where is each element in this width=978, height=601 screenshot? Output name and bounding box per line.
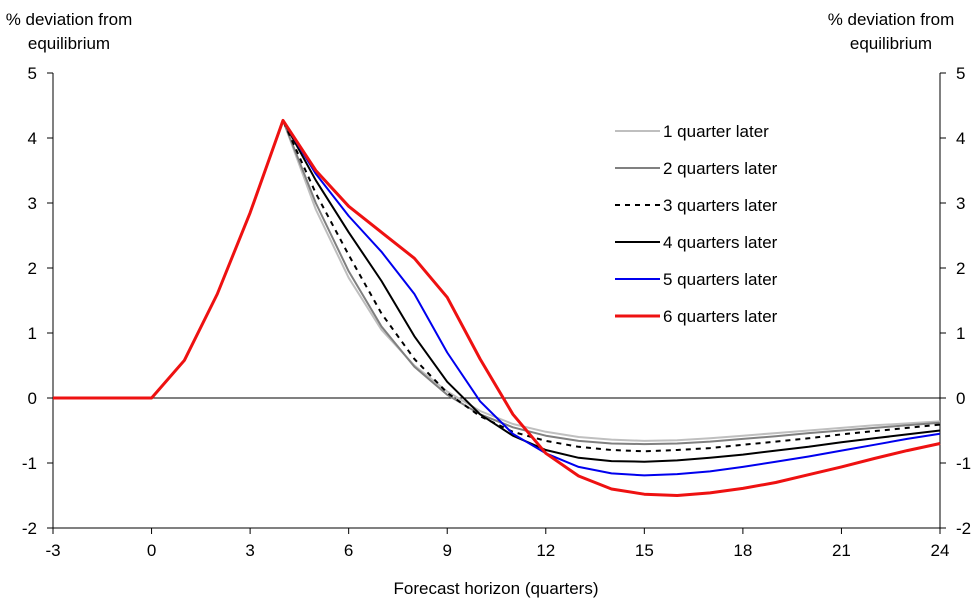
y-tick-label-left: -1	[22, 454, 37, 473]
legend-label-6-quarters-later: 6 quarters later	[663, 307, 778, 326]
y-tick-label-right: -1	[956, 454, 971, 473]
y-tick-label-left: 1	[28, 324, 37, 343]
y-tick-label-left: 5	[28, 64, 37, 83]
legend-label-3-quarters-later: 3 quarters later	[663, 196, 778, 215]
y-tick-label-left: 2	[28, 259, 37, 278]
series-line-2-quarters-later	[53, 119, 941, 446]
legend-label-1-quarter-later: 1 quarter later	[663, 122, 769, 141]
axis-ticks: -2 -2-1 -10 01 12 23 34 45 5-3 0 3 6 9 12 15 18 21 24	[22, 64, 971, 560]
series-line-4-quarters-later	[53, 119, 941, 463]
x-tick-label: 0	[147, 541, 156, 560]
x-axis-title: Forecast horizon (quarters)	[393, 579, 598, 598]
y-tick-label-right: -2	[956, 519, 971, 538]
series-line-6-quarters-later	[53, 118, 941, 497]
y-tick-label-right: 0	[956, 389, 965, 408]
y-tick-label-right: 2	[956, 259, 965, 278]
y-tick-label-right: 3	[956, 194, 965, 213]
x-tick-label: 3	[245, 541, 254, 560]
y-tick-label-right: 5	[956, 64, 965, 83]
legend-label-5-quarters-later: 5 quarters later	[663, 270, 778, 289]
y-tick-label-right: 1	[956, 324, 965, 343]
x-tick-label: 21	[832, 541, 851, 560]
left-axis-title-line-1: % deviation from	[6, 10, 133, 29]
left-axis-title-line-2: equilibrium	[28, 34, 110, 53]
series-line-5-quarters-later	[53, 119, 941, 477]
right-axis-title-line-1: % deviation from	[828, 10, 955, 29]
series-line-3-quarters-later	[53, 119, 941, 453]
legend: 1 quarter later 2 quarters later 3 quarter…	[615, 122, 778, 326]
series-line-1-quarter-later	[53, 119, 941, 442]
x-tick-label: 24	[931, 541, 950, 560]
x-tick-label: 12	[536, 541, 555, 560]
y-tick-label-left: -2	[22, 519, 37, 538]
x-tick-label: 15	[635, 541, 654, 560]
x-tick-label: -3	[45, 541, 60, 560]
right-axis-title-line-2: equilibrium	[850, 34, 932, 53]
x-tick-label: 9	[442, 541, 451, 560]
legend-label-4-quarters-later: 4 quarters later	[663, 233, 778, 252]
y-tick-label-left: 0	[28, 389, 37, 408]
legend-label-2-quarters-later: 2 quarters later	[663, 159, 778, 178]
y-tick-label-right: 4	[956, 129, 965, 148]
series-lines	[53, 118, 941, 497]
y-tick-label-left: 3	[28, 194, 37, 213]
x-tick-label: 18	[733, 541, 752, 560]
x-tick-label: 6	[344, 541, 353, 560]
axes	[52, 73, 941, 529]
y-tick-label-left: 4	[28, 129, 37, 148]
